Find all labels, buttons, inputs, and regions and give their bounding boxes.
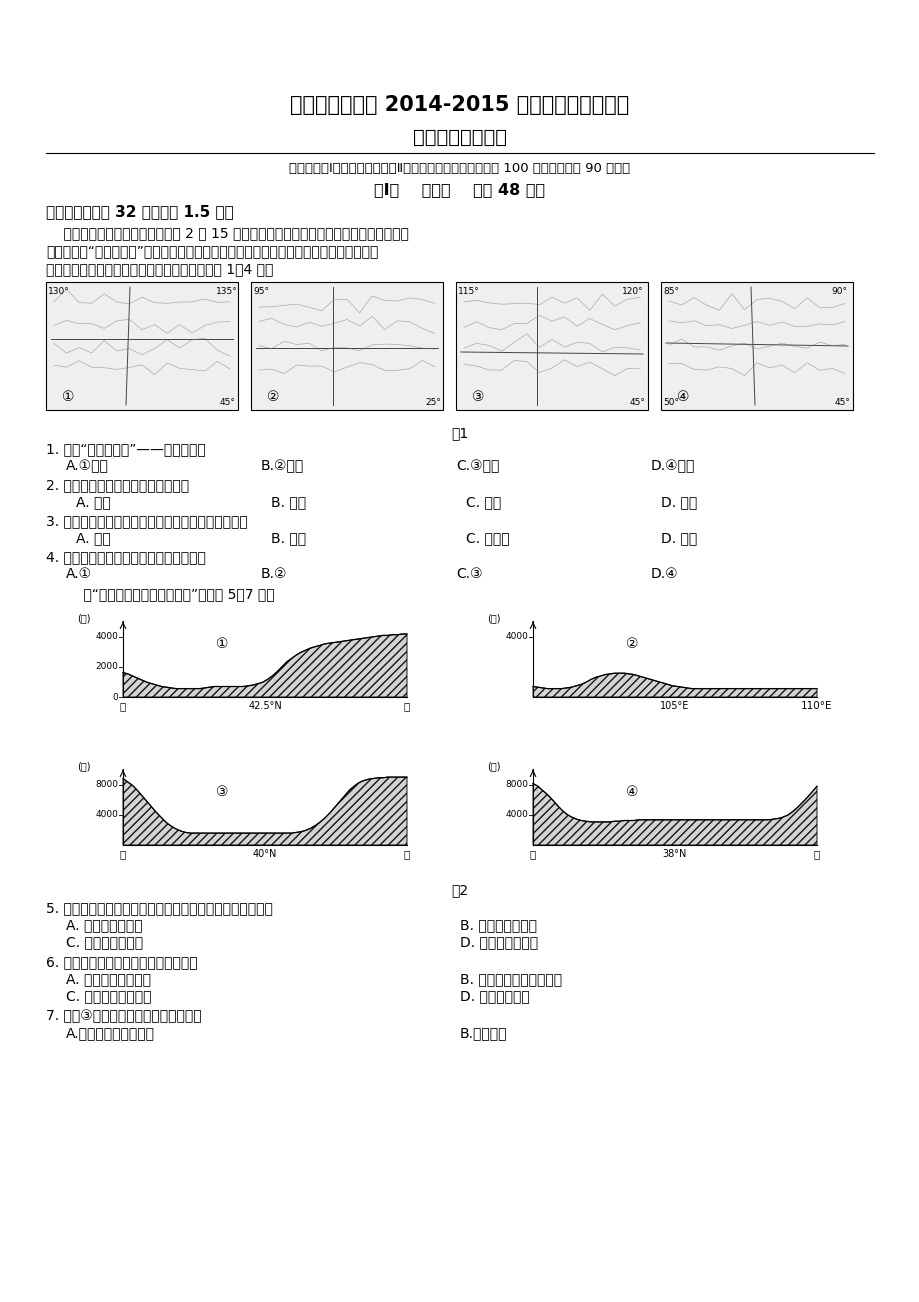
Text: 3. 小镇市场上集聚的境外商人，最可能来自的邻国是: 3. 小镇市场上集聚的境外商人，最可能来自的邻国是 <box>46 514 247 529</box>
Text: A. 朝鲜: A. 朝鲜 <box>76 531 110 546</box>
Text: 120°: 120° <box>621 286 643 296</box>
Text: A. 新、川、新、青: A. 新、川、新、青 <box>66 918 142 932</box>
Bar <box>46 283 238 410</box>
Text: 130°: 130° <box>48 286 70 296</box>
Text: B.②图中: B.②图中 <box>261 460 304 473</box>
Text: C. 秋季: C. 秋季 <box>466 495 501 509</box>
Text: 95°: 95° <box>253 286 268 296</box>
Text: 4. 四个序号代表的省份中跨经度最大的是: 4. 四个序号代表的省份中跨经度最大的是 <box>46 549 206 564</box>
Text: A.灘溉农业和崝子农业: A.灘溉农业和崝子农业 <box>66 1026 154 1040</box>
Text: 4000: 4000 <box>505 633 528 642</box>
Text: 40°N: 40°N <box>253 849 277 859</box>
Text: A. 农业气候资源优越: A. 农业气候资源优越 <box>66 973 151 986</box>
Text: D.④: D.④ <box>651 566 678 581</box>
Text: 135°: 135° <box>216 286 237 296</box>
Text: 读“我国四大盆地地形剖面图”，完成 5～7 题。: 读“我国四大盆地地形剖面图”，完成 5～7 题。 <box>66 587 275 602</box>
Text: B. 新、新、川、青: B. 新、新、川、青 <box>460 918 537 932</box>
Text: D.④图中: D.④图中 <box>651 460 695 473</box>
Text: C.③: C.③ <box>456 566 482 581</box>
Text: B.②: B.② <box>261 566 287 581</box>
Text: ②: ② <box>267 391 279 404</box>
Text: C.③图中: C.③图中 <box>456 460 499 473</box>
Text: 北: 北 <box>403 700 410 711</box>
Text: 图2: 图2 <box>451 883 468 897</box>
Text: ③: ③ <box>216 785 229 799</box>
Text: (米): (米) <box>77 760 90 771</box>
Text: 南: 南 <box>119 849 126 859</box>
Text: ①: ① <box>62 391 74 404</box>
Text: 85°: 85° <box>663 286 678 296</box>
Text: D. 冬季: D. 冬季 <box>660 495 697 509</box>
Text: 42.5°N: 42.5°N <box>248 700 281 711</box>
Text: D. 新、川、新、藏: D. 新、川、新、藏 <box>460 935 538 949</box>
Text: 一、选择题（共 32 题，每题 1.5 分）: 一、选择题（共 32 题，每题 1.5 分） <box>46 204 233 219</box>
Text: 38°N: 38°N <box>662 849 686 859</box>
Text: (米): (米) <box>486 613 500 622</box>
Text: 图1: 图1 <box>451 426 468 440</box>
Text: ③: ③ <box>471 391 483 404</box>
Text: 4000: 4000 <box>505 810 528 819</box>
Text: 这个有我国“东方第一镇”之美誉的边境小镇的市场上，早已集聚了大量的、相邻国家的境: 这个有我国“东方第一镇”之美誉的边境小镇的市场上，早已集聚了大量的、相邻国家的境 <box>46 243 378 258</box>
Text: 50°: 50° <box>663 398 678 408</box>
Text: 110°E: 110°E <box>800 700 832 711</box>
Text: C. 金属矿产资源多样: C. 金属矿产资源多样 <box>66 990 152 1003</box>
Text: 北: 北 <box>403 849 410 859</box>
Text: D. 蒙古: D. 蒙古 <box>660 531 697 546</box>
Text: 南: 南 <box>529 849 536 859</box>
Text: A.①图中: A.①图中 <box>66 460 108 473</box>
Text: ②: ② <box>626 638 638 651</box>
Text: 某游客在日记中写道：北京时间 2 时 15 分，旭日的霉光就撒满了三江平原的乌苏镇。在: 某游客在日记中写道：北京时间 2 时 15 分，旭日的霉光就撒满了三江平原的乌苏… <box>46 227 408 240</box>
Text: D. 水能资源丰富: D. 水能资源丰富 <box>460 990 529 1003</box>
Text: 北: 北 <box>813 849 819 859</box>
Text: 8000: 8000 <box>505 780 528 789</box>
Polygon shape <box>123 777 406 845</box>
Text: (米): (米) <box>77 613 90 622</box>
Text: 45°: 45° <box>630 398 645 408</box>
Text: 2000: 2000 <box>95 663 118 672</box>
Polygon shape <box>532 784 816 845</box>
Text: 4000: 4000 <box>95 633 118 642</box>
Text: 0: 0 <box>112 693 118 702</box>
Text: 45°: 45° <box>834 398 850 408</box>
Text: B.高原牧业: B.高原牧业 <box>460 1026 507 1040</box>
Text: 南: 南 <box>119 700 126 711</box>
Text: 5. 图中序号所代表的盆地与其所在省区的简称排列一致的是: 5. 图中序号所代表的盆地与其所在省区的简称排列一致的是 <box>46 901 273 915</box>
Text: ④: ④ <box>626 785 638 799</box>
Text: 90°: 90° <box>830 286 846 296</box>
Text: 8000: 8000 <box>95 780 118 789</box>
Polygon shape <box>123 634 406 697</box>
Text: ①: ① <box>216 638 229 651</box>
Text: 外商人进行木材、大豆、小麦等交易。据此回答 1～4 题。: 外商人进行木材、大豆、小麦等交易。据此回答 1～4 题。 <box>46 262 273 276</box>
Text: 1. 我国“东方第一镇”——乌苏镇位于: 1. 我国“东方第一镇”——乌苏镇位于 <box>46 441 206 456</box>
Text: C. 新、新、青、川: C. 新、新、青、川 <box>66 935 143 949</box>
Text: 25°: 25° <box>425 398 440 408</box>
Text: 高二（地理）试卷: 高二（地理）试卷 <box>413 128 506 147</box>
Text: 4000: 4000 <box>95 810 118 819</box>
Text: 105°E: 105°E <box>660 700 689 711</box>
Text: (米): (米) <box>486 760 500 771</box>
Text: 本试卷分第Ⅰ卷（选择题）和第Ⅱ卷（非选择题）两部分，共 100 分，考试用时 90 分钟。: 本试卷分第Ⅰ卷（选择题）和第Ⅱ卷（非选择题）两部分，共 100 分，考试用时 9… <box>289 161 630 174</box>
Text: 大连市第三中学 2014-2015 学年下学期期中考试: 大连市第三中学 2014-2015 学年下学期期中考试 <box>290 95 629 115</box>
Bar <box>251 283 443 410</box>
Text: 115°: 115° <box>458 286 479 296</box>
Bar <box>456 283 647 410</box>
Text: ④: ④ <box>676 391 688 404</box>
Bar <box>660 283 852 410</box>
Text: A. 春季: A. 春季 <box>76 495 110 509</box>
Polygon shape <box>532 673 816 697</box>
Text: A.①: A.① <box>66 566 92 581</box>
Text: 第Ⅰ卷    选择题    （共 48 分）: 第Ⅰ卷 选择题 （共 48 分） <box>374 182 545 197</box>
Text: B. 夏季: B. 夏季 <box>271 495 306 509</box>
Text: 2. 依据日记内容判断，当时的季节是: 2. 依据日记内容判断，当时的季节是 <box>46 478 189 492</box>
Text: B. 韩国: B. 韩国 <box>271 531 306 546</box>
Text: 7. 关于③盆地农业特征的叙述正确的是: 7. 关于③盆地农业特征的叙述正确的是 <box>46 1009 201 1023</box>
Text: 45°: 45° <box>220 398 235 408</box>
Text: C. 信罗斯: C. 信罗斯 <box>466 531 509 546</box>
Text: B. 石油、天然气资源丰富: B. 石油、天然气资源丰富 <box>460 973 562 986</box>
Text: 6. 我国四大盆地自然资源的共同特点是: 6. 我国四大盆地自然资源的共同特点是 <box>46 954 198 969</box>
